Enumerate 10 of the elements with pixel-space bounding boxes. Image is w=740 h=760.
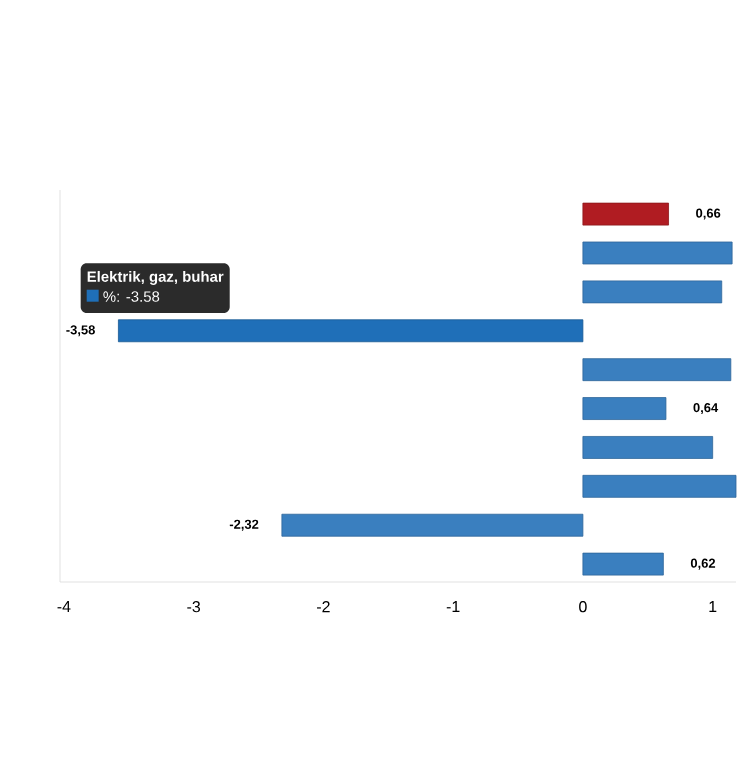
bar — [281, 513, 584, 537]
bar — [582, 397, 667, 420]
bar — [582, 358, 732, 382]
bar — [117, 319, 584, 343]
bar — [582, 202, 669, 226]
bar — [582, 436, 714, 459]
bar — [582, 280, 723, 304]
bar — [582, 552, 664, 576]
bar — [582, 474, 737, 498]
bar — [582, 241, 733, 265]
